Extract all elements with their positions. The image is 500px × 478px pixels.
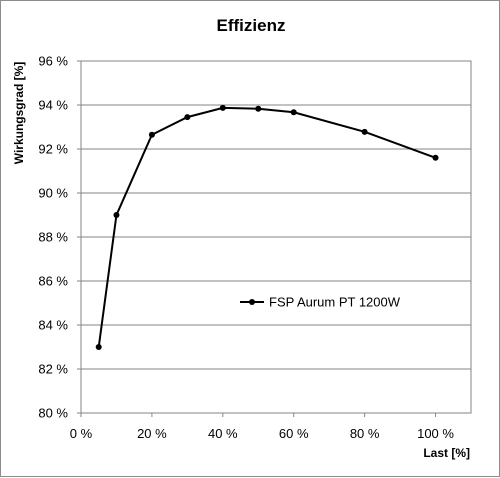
data-point: [361, 128, 368, 135]
x-tick-label: 20 %: [137, 426, 167, 441]
gridlines: [81, 60, 471, 414]
data-point: [432, 154, 439, 161]
series-line: [97, 106, 436, 348]
legend-marker: [249, 299, 255, 305]
legend: FSP Aurum PT 1200W: [240, 295, 401, 310]
data-point: [290, 109, 297, 116]
y-tick-label: 82 %: [38, 362, 68, 377]
chart-title: Effizienz: [217, 16, 286, 35]
y-axis-label: Wirkungsgrad [%]: [12, 62, 26, 165]
y-tick-label: 88 %: [38, 230, 68, 245]
y-tick-label: 80 %: [38, 406, 68, 421]
x-axis-label: Last [%]: [423, 446, 470, 460]
x-tick-label: 80 %: [350, 426, 380, 441]
y-tick-label: 96 %: [38, 54, 68, 69]
series-points: [95, 104, 439, 350]
y-tick-label: 92 %: [38, 142, 68, 157]
legend-label: FSP Aurum PT 1200W: [269, 295, 401, 310]
y-tick-label: 86 %: [38, 274, 68, 289]
x-tick-label: 40 %: [208, 426, 238, 441]
data-point: [184, 114, 191, 121]
data-point: [255, 105, 262, 112]
y-tick-label: 84 %: [38, 318, 68, 333]
data-point: [148, 131, 155, 138]
y-axis-ticks: 80 % 82 % 84 % 86 % 88 % 90 % 92 % 94 % 96 %: [38, 54, 81, 421]
y-tick-label: 94 %: [38, 98, 68, 113]
x-tick-label: 60 %: [279, 426, 309, 441]
y-tick-label: 90 %: [38, 186, 68, 201]
data-point: [219, 104, 226, 111]
data-point: [95, 344, 102, 350]
data-point: [113, 212, 120, 218]
x-axis-ticks: 0 % 20 % 40 % 60 % 80 % 100 %: [70, 413, 454, 441]
x-tick-label: 0 %: [70, 426, 93, 441]
x-tick-label: 100 %: [417, 426, 454, 441]
